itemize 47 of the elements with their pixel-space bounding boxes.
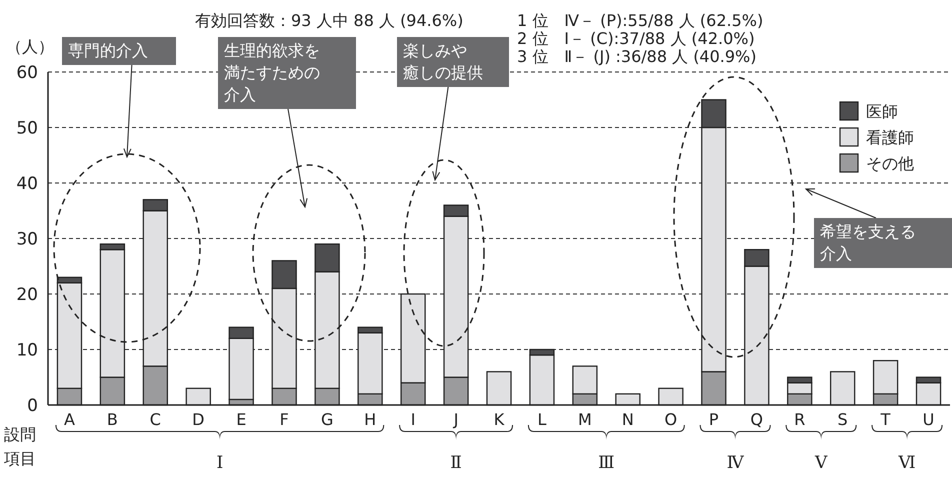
y-tick-label: 10 [16, 340, 38, 360]
y-tick-label: 50 [16, 118, 38, 138]
y-tick-label: 30 [16, 230, 38, 250]
x-tick-label: M [578, 410, 592, 429]
x-tick-label: P [708, 410, 719, 429]
annotation: 生理的欲求を満たすための介入 [224, 41, 320, 104]
x-tick-label: R [794, 410, 806, 429]
x-tick-label: N [622, 410, 634, 429]
x-axis-title: 設問項目 [3, 425, 36, 468]
y-tick-label: 60 [16, 63, 38, 83]
text: 有効回答数：93 人中 88 人 (94.6%) [195, 11, 464, 30]
text: 2 位 Ⅰ－ (C):37/88 人 (42.0%) [517, 29, 755, 48]
x-tick-label: S [838, 410, 848, 429]
legend-label: その他 [866, 154, 914, 173]
legend-label: 看護師 [866, 128, 914, 147]
legend-label: 医師 [866, 102, 898, 121]
x-tick-label: F [280, 410, 289, 429]
text: 1 位 Ⅳ－ (P):55/88 人 (62.5%) [517, 11, 764, 30]
x-tick-label: J [452, 410, 458, 429]
text: 専門的介入 [68, 41, 148, 60]
y-tick-label: 40 [16, 174, 38, 194]
text: Ⅴ [814, 453, 828, 473]
x-tick-label: B [106, 410, 118, 429]
y-axis-title: （人） [6, 37, 54, 56]
x-tick-label: L [537, 410, 546, 429]
x-tick-label: D [192, 410, 204, 429]
annotation: 楽しみや癒しの提供 [403, 41, 483, 82]
text: Ⅰ [216, 453, 224, 473]
y-tick-label: 0 [27, 396, 38, 416]
x-tick-label: Q [750, 410, 764, 429]
y-tick-label: 20 [16, 285, 38, 305]
x-tick-label: K [494, 410, 505, 429]
annotation: 希望を支える介入 [820, 222, 916, 263]
x-tick-label: C [150, 410, 161, 429]
text: Ⅳ [726, 453, 745, 473]
x-tick-label: U [922, 410, 934, 429]
text: 3 位 Ⅱ－ (J) :36/88 人 (40.9%) [517, 47, 756, 66]
x-tick-label: O [664, 410, 678, 429]
text: Ⅲ [598, 453, 615, 473]
text: Ⅱ [450, 453, 462, 473]
x-tick-label: H [364, 410, 376, 429]
x-tick-label: G [320, 410, 334, 429]
x-tick-label: T [880, 410, 891, 429]
x-tick-label: I [410, 410, 416, 429]
x-tick-label: E [236, 410, 246, 429]
x-tick-label: A [64, 410, 75, 429]
text: Ⅵ [897, 453, 916, 473]
